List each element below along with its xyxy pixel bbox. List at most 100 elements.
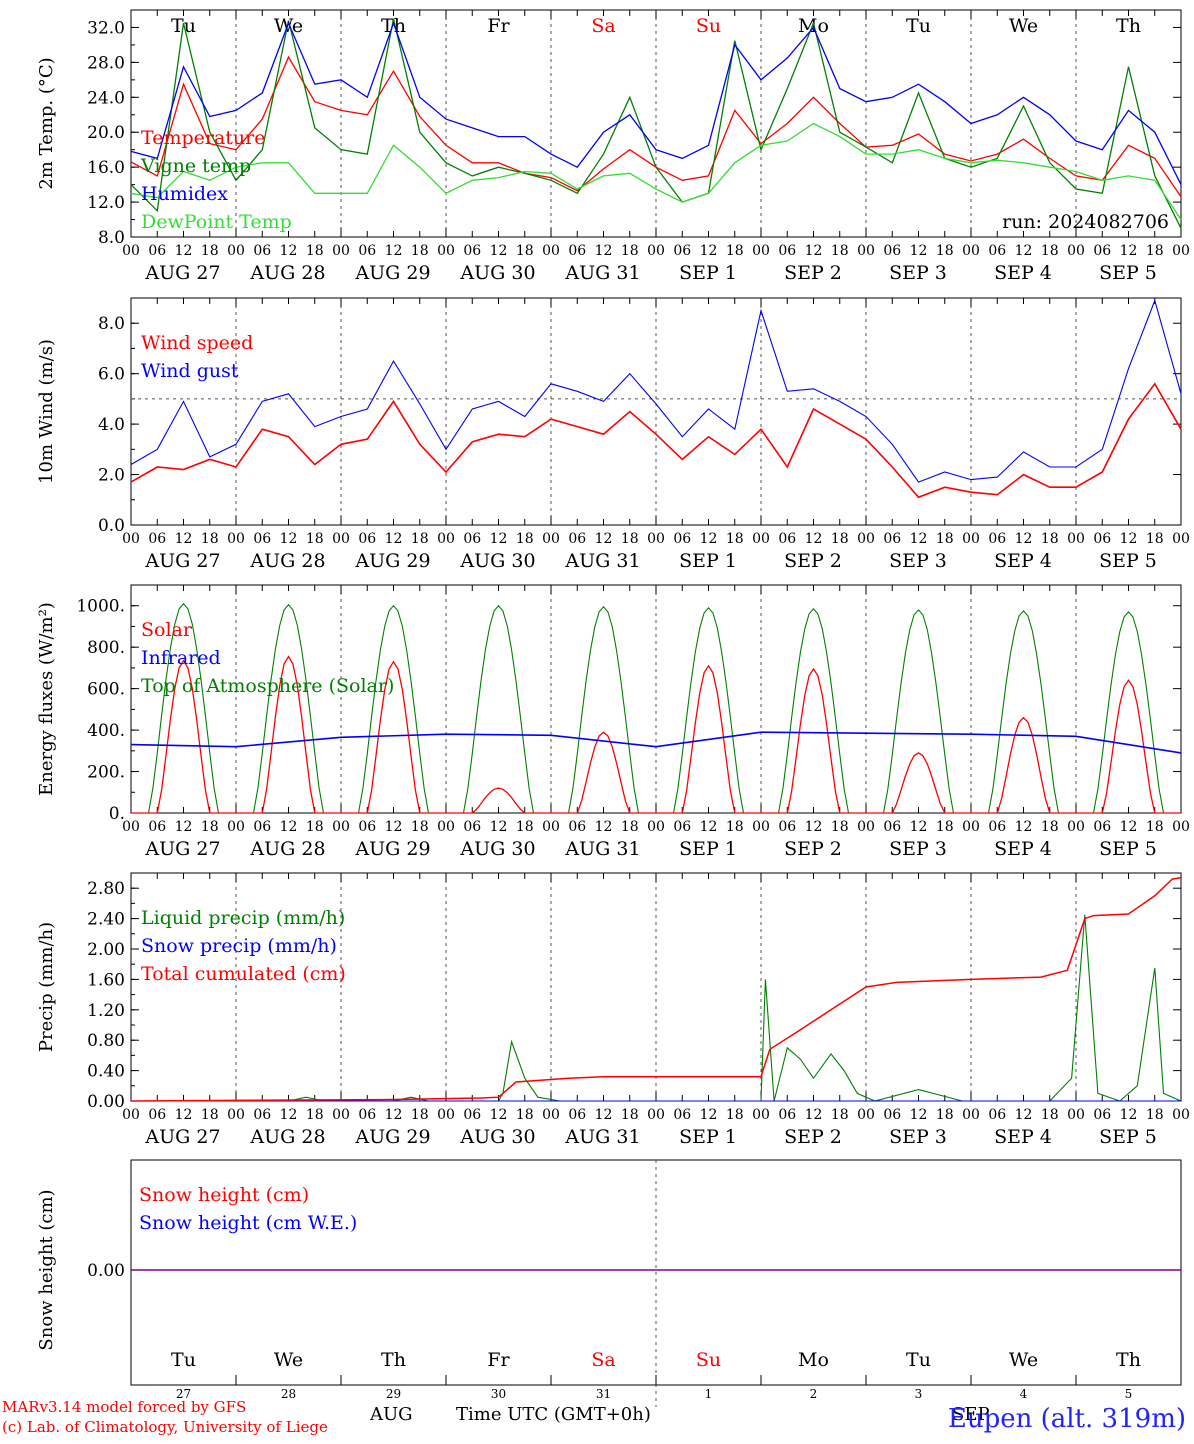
x-day-label: AUG 31 xyxy=(564,550,640,572)
x-hour-label: 06 xyxy=(568,1107,586,1123)
x-hour-label: 06 xyxy=(253,819,271,835)
weekday-label: Tu xyxy=(171,1349,196,1371)
x-hour-label: 18 xyxy=(936,819,954,835)
x-day-label: AUG 27 xyxy=(144,838,220,860)
x-hour-label: 00 xyxy=(542,1107,560,1123)
x-hour-label: 12 xyxy=(700,531,718,547)
x-hour-label: 18 xyxy=(1041,531,1059,547)
day-number-label: 28 xyxy=(281,1387,296,1401)
weekday-label: Fr xyxy=(487,1349,510,1371)
x-hour-label: 00 xyxy=(1172,243,1190,259)
x-hour-label: 06 xyxy=(1093,531,1111,547)
x-hour-label: 06 xyxy=(673,531,691,547)
x-hour-label: 12 xyxy=(385,243,403,259)
x-hour-label: 00 xyxy=(1172,531,1190,547)
legend-entry: Humidex xyxy=(141,183,228,205)
x-hour-label: 00 xyxy=(1067,1107,1085,1123)
x-hour-label: 06 xyxy=(463,243,481,259)
x-hour-label: 18 xyxy=(831,819,849,835)
x-hour-label: 06 xyxy=(673,243,691,259)
weekday-label: Sa xyxy=(591,15,615,37)
x-hour-label: 12 xyxy=(280,1107,298,1123)
x-day-label: SEP 2 xyxy=(784,838,842,860)
x-day-label: SEP 4 xyxy=(994,838,1052,860)
x-hour-label: 12 xyxy=(595,1107,613,1123)
weekday-label: Fr xyxy=(487,15,510,37)
x-hour-label: 00 xyxy=(857,1107,875,1123)
x-hour-label: 18 xyxy=(621,819,639,835)
x-day-label: SEP 5 xyxy=(1099,838,1157,860)
x-hour-label: 00 xyxy=(542,531,560,547)
x-hour-label: 18 xyxy=(726,819,744,835)
x-hour-label: 00 xyxy=(1067,531,1085,547)
x-hour-label: 18 xyxy=(831,531,849,547)
y-axis-title: 2m Temp. (°C) xyxy=(36,57,57,189)
x-hour-label: 00 xyxy=(332,1107,350,1123)
x-hour-label: 12 xyxy=(490,531,508,547)
x-day-label: AUG 29 xyxy=(354,550,430,572)
x-hour-label: 12 xyxy=(175,243,193,259)
weekday-label: Mo xyxy=(798,1349,829,1371)
run-annotation: run: 2024082706 xyxy=(1002,211,1169,233)
x-hour-label: 18 xyxy=(201,243,219,259)
weekday-label: We xyxy=(1009,15,1038,37)
x-hour-label: 12 xyxy=(805,819,823,835)
x-day-label: SEP 2 xyxy=(784,550,842,572)
x-hour-label: 06 xyxy=(148,819,166,835)
x-day-label: AUG 28 xyxy=(249,262,325,284)
y-tick-label: 1000. xyxy=(76,597,125,617)
x-hour-label: 12 xyxy=(385,531,403,547)
x-hour-label: 00 xyxy=(1172,819,1190,835)
x-hour-label: 00 xyxy=(857,243,875,259)
x-day-label: AUG 27 xyxy=(144,1126,220,1148)
x-hour-label: 00 xyxy=(542,243,560,259)
x-hour-label: 06 xyxy=(778,819,796,835)
x-hour-label: 00 xyxy=(647,243,665,259)
x-hour-label: 06 xyxy=(883,1107,901,1123)
y-axis-title: Precip (mm/h) xyxy=(36,922,57,1052)
x-day-label: SEP 5 xyxy=(1099,550,1157,572)
x-hour-label: 06 xyxy=(988,1107,1006,1123)
x-hour-label: 06 xyxy=(463,531,481,547)
y-tick-label: 0.00 xyxy=(87,1261,125,1281)
month-aug-label: AUG xyxy=(370,1404,413,1425)
weekday-label: Tu xyxy=(906,1349,931,1371)
x-day-label: AUG 28 xyxy=(249,550,325,572)
day-number-label: 2 xyxy=(810,1387,818,1401)
x-hour-label: 00 xyxy=(752,819,770,835)
x-hour-label: 00 xyxy=(332,243,350,259)
x-hour-label: 18 xyxy=(306,1107,324,1123)
x-hour-label: 00 xyxy=(122,1107,140,1123)
x-day-label: AUG 27 xyxy=(144,262,220,284)
x-day-label: AUG 30 xyxy=(459,550,535,572)
series-line xyxy=(130,55,1182,198)
x-day-label: SEP 4 xyxy=(994,262,1052,284)
x-hour-label: 06 xyxy=(673,1107,691,1123)
x-day-label: AUG 30 xyxy=(459,262,535,284)
weekday-label: Th xyxy=(381,15,406,37)
y-axis-title: Energy fluxes (W/m²) xyxy=(36,602,57,796)
x-hour-label: 18 xyxy=(1041,243,1059,259)
y-tick-label: 2.00 xyxy=(87,940,125,960)
x-day-label: AUG 29 xyxy=(354,262,430,284)
weekday-label: Th xyxy=(1116,1349,1141,1371)
y-tick-label: 800. xyxy=(87,638,125,658)
x-hour-label: 00 xyxy=(752,1107,770,1123)
series-line xyxy=(131,655,1181,814)
x-hour-label: 06 xyxy=(358,243,376,259)
x-day-label: SEP 2 xyxy=(784,262,842,284)
legend-entry: DewPoint Temp xyxy=(141,211,292,233)
x-day-label: AUG 29 xyxy=(354,838,430,860)
x-hour-label: 06 xyxy=(988,243,1006,259)
x-hour-label: 18 xyxy=(411,1107,429,1123)
x-hour-label: 00 xyxy=(752,531,770,547)
y-tick-label: 1.60 xyxy=(87,970,125,990)
x-day-label: AUG 28 xyxy=(249,1126,325,1148)
x-hour-label: 18 xyxy=(201,1107,219,1123)
x-hour-label: 06 xyxy=(148,243,166,259)
x-hour-label: 06 xyxy=(1093,243,1111,259)
x-hour-label: 12 xyxy=(805,531,823,547)
legend-entry: Liquid precip (mm/h) xyxy=(141,907,345,929)
legend-entry: Snow height (cm W.E.) xyxy=(139,1212,357,1234)
